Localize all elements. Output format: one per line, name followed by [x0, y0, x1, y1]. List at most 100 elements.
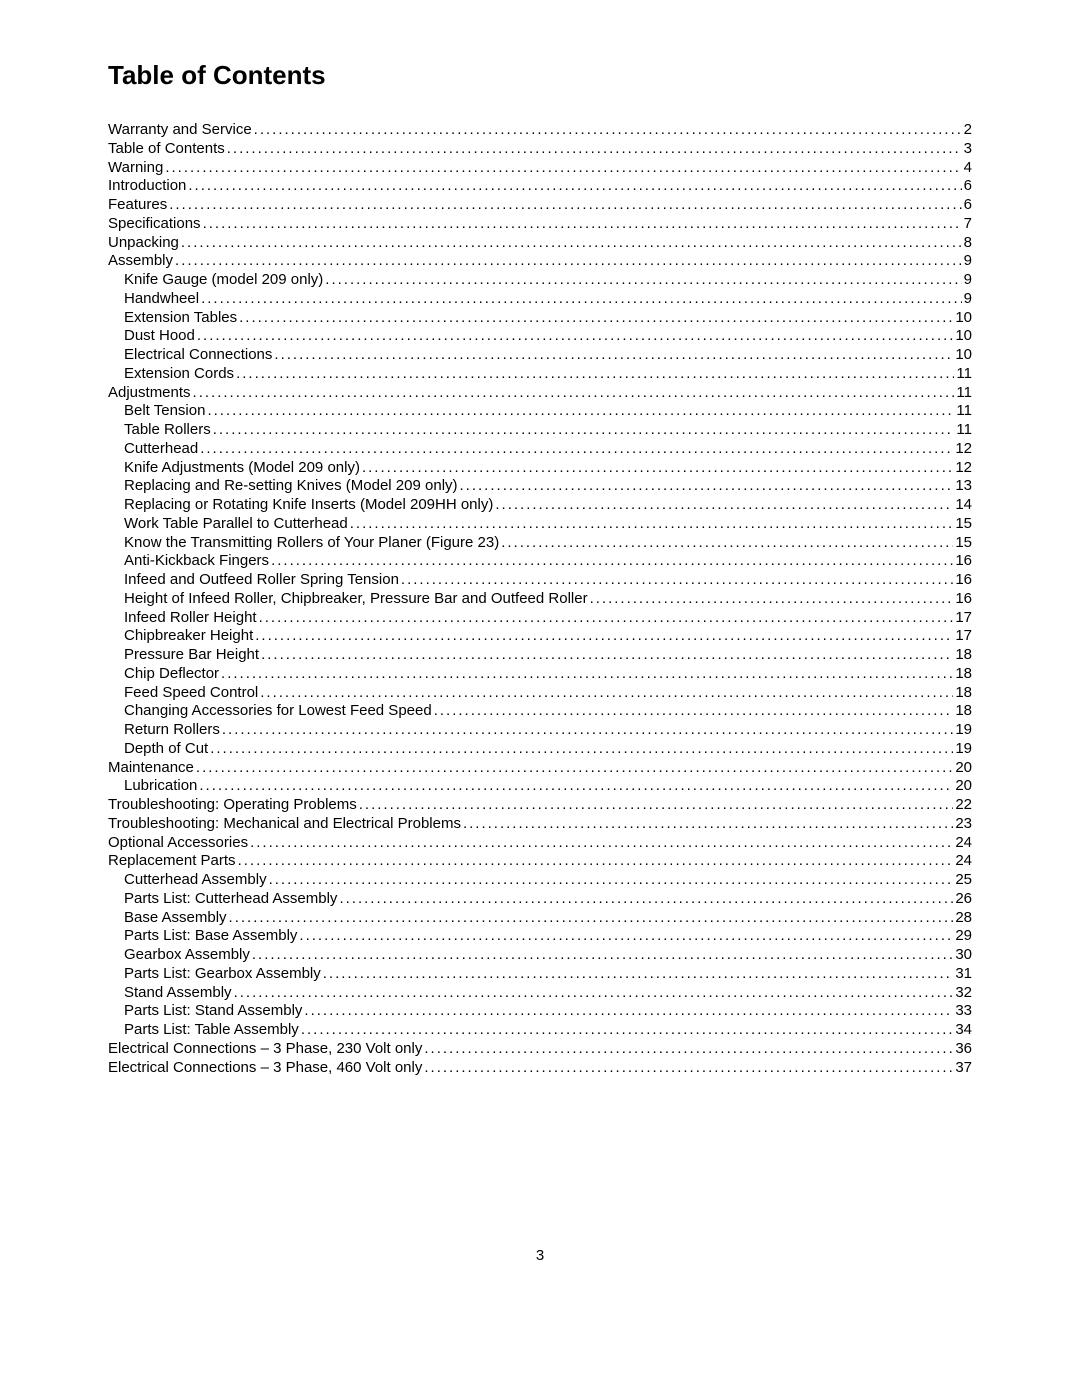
toc-entry-label: Parts List: Base Assembly — [124, 927, 297, 946]
toc-entry-page: 11 — [956, 402, 972, 421]
toc-entry[interactable]: Table of Contents3 — [108, 140, 972, 159]
toc-leader-dots — [260, 684, 953, 703]
toc-entry[interactable]: Assembly9 — [108, 252, 972, 271]
toc-leader-dots — [207, 402, 954, 421]
toc-entry-label: Lubrication — [124, 777, 197, 796]
toc-entry[interactable]: Parts List: Stand Assembly33 — [108, 1002, 972, 1021]
toc-leader-dots — [234, 984, 954, 1003]
toc-entry-label: Height of Infeed Roller, Chipbreaker, Pr… — [124, 590, 588, 609]
toc-entry-label: Warranty and Service — [108, 121, 252, 140]
toc-entry-label: Electrical Connections – 3 Phase, 460 Vo… — [108, 1059, 422, 1078]
toc-entry[interactable]: Optional Accessories24 — [108, 834, 972, 853]
toc-entry[interactable]: Chipbreaker Height17 — [108, 627, 972, 646]
toc-entry[interactable]: Feed Speed Control18 — [108, 684, 972, 703]
toc-entry[interactable]: Parts List: Table Assembly34 — [108, 1021, 972, 1040]
toc-entry-label: Cutterhead — [124, 440, 198, 459]
toc-entry-label: Know the Transmitting Rollers of Your Pl… — [124, 534, 499, 553]
toc-entry-page: 15 — [955, 515, 972, 534]
toc-entry-label: Base Assembly — [124, 909, 227, 928]
toc-leader-dots — [501, 534, 953, 553]
toc-entry[interactable]: Features6 — [108, 196, 972, 215]
toc-leader-dots — [213, 421, 955, 440]
toc-entry[interactable]: Cutterhead Assembly25 — [108, 871, 972, 890]
table-of-contents: Warranty and Service2Table of Contents3W… — [108, 121, 972, 1077]
toc-entry-page: 11 — [956, 365, 972, 384]
toc-entry[interactable]: Warranty and Service2 — [108, 121, 972, 140]
toc-entry[interactable]: Infeed Roller Height17 — [108, 609, 972, 628]
toc-entry-page: 17 — [955, 609, 972, 628]
toc-entry[interactable]: Extension Cords11 — [108, 365, 972, 384]
toc-entry[interactable]: Table Rollers11 — [108, 421, 972, 440]
toc-leader-dots — [175, 252, 962, 271]
toc-entry[interactable]: Replacing or Rotating Knife Inserts (Mod… — [108, 496, 972, 515]
toc-entry[interactable]: Knife Adjustments (Model 209 only)12 — [108, 459, 972, 478]
toc-entry[interactable]: Replacement Parts24 — [108, 852, 972, 871]
document-page: Table of Contents Warranty and Service2T… — [0, 0, 1080, 1264]
toc-entry[interactable]: Chip Deflector18 — [108, 665, 972, 684]
toc-entry[interactable]: Anti-Kickback Fingers16 — [108, 552, 972, 571]
toc-entry-label: Table Rollers — [124, 421, 211, 440]
toc-entry[interactable]: Electrical Connections – 3 Phase, 460 Vo… — [108, 1059, 972, 1078]
toc-entry[interactable]: Stand Assembly32 — [108, 984, 972, 1003]
toc-entry[interactable]: Unpacking8 — [108, 234, 972, 253]
toc-entry-label: Specifications — [108, 215, 201, 234]
toc-entry[interactable]: Work Table Parallel to Cutterhead15 — [108, 515, 972, 534]
toc-entry[interactable]: Belt Tension 11 — [108, 402, 972, 421]
toc-entry-page: 26 — [955, 890, 972, 909]
toc-entry[interactable]: Know the Transmitting Rollers of Your Pl… — [108, 534, 972, 553]
toc-entry[interactable]: Parts List: Cutterhead Assembly26 — [108, 890, 972, 909]
toc-entry[interactable]: Changing Accessories for Lowest Feed Spe… — [108, 702, 972, 721]
toc-leader-dots — [339, 890, 953, 909]
toc-entry[interactable]: Return Rollers19 — [108, 721, 972, 740]
toc-entry-page: 13 — [955, 477, 972, 496]
toc-entry[interactable]: Electrical Connections10 — [108, 346, 972, 365]
toc-entry[interactable]: Gearbox Assembly30 — [108, 946, 972, 965]
toc-entry-page: 6 — [964, 177, 972, 196]
toc-entry-page: 34 — [955, 1021, 972, 1040]
toc-entry[interactable]: Troubleshooting: Mechanical and Electric… — [108, 815, 972, 834]
toc-entry[interactable]: Lubrication20 — [108, 777, 972, 796]
toc-entry[interactable]: Cutterhead12 — [108, 440, 972, 459]
toc-entry[interactable]: Replacing and Re-setting Knives (Model 2… — [108, 477, 972, 496]
toc-entry-page: 23 — [955, 815, 972, 834]
toc-entry[interactable]: Electrical Connections – 3 Phase, 230 Vo… — [108, 1040, 972, 1059]
toc-leader-dots — [362, 459, 953, 478]
toc-leader-dots — [301, 1021, 954, 1040]
toc-entry[interactable]: Base Assembly28 — [108, 909, 972, 928]
toc-entry-page: 4 — [964, 159, 972, 178]
toc-entry[interactable]: Parts List: Gearbox Assembly31 — [108, 965, 972, 984]
toc-leader-dots — [199, 777, 953, 796]
toc-entry[interactable]: Knife Gauge (model 209 only)9 — [108, 271, 972, 290]
toc-leader-dots — [227, 140, 962, 159]
toc-entry-page: 18 — [955, 684, 972, 703]
toc-leader-dots — [169, 196, 961, 215]
toc-entry-label: Electrical Connections – 3 Phase, 230 Vo… — [108, 1040, 422, 1059]
toc-entry[interactable]: Handwheel9 — [108, 290, 972, 309]
toc-entry[interactable]: Parts List: Base Assembly29 — [108, 927, 972, 946]
toc-entry[interactable]: Depth of Cut19 — [108, 740, 972, 759]
toc-entry-label: Stand Assembly — [124, 984, 232, 1003]
toc-entry-page: 37 — [955, 1059, 972, 1078]
toc-entry-label: Depth of Cut — [124, 740, 208, 759]
toc-entry-label: Table of Contents — [108, 140, 225, 159]
toc-entry-page: 18 — [955, 665, 972, 684]
toc-entry[interactable]: Adjustments11 — [108, 384, 972, 403]
toc-entry-label: Belt Tension — [124, 402, 205, 421]
toc-entry[interactable]: Warning4 — [108, 159, 972, 178]
toc-entry[interactable]: Height of Infeed Roller, Chipbreaker, Pr… — [108, 590, 972, 609]
toc-entry[interactable]: Introduction6 — [108, 177, 972, 196]
toc-entry[interactable]: Specifications7 — [108, 215, 972, 234]
toc-entry[interactable]: Maintenance20 — [108, 759, 972, 778]
toc-leader-dots — [165, 159, 961, 178]
toc-entry-label: Unpacking — [108, 234, 179, 253]
toc-entry-page: 24 — [955, 852, 972, 871]
toc-entry[interactable]: Pressure Bar Height18 — [108, 646, 972, 665]
toc-entry[interactable]: Extension Tables10 — [108, 309, 972, 328]
toc-entry-label: Parts List: Gearbox Assembly — [124, 965, 321, 984]
toc-entry-page: 9 — [964, 290, 972, 309]
toc-leader-dots — [200, 440, 953, 459]
toc-entry[interactable]: Dust Hood10 — [108, 327, 972, 346]
toc-entry-page: 25 — [955, 871, 972, 890]
toc-entry[interactable]: Infeed and Outfeed Roller Spring Tension… — [108, 571, 972, 590]
toc-entry[interactable]: Troubleshooting: Operating Problems22 — [108, 796, 972, 815]
